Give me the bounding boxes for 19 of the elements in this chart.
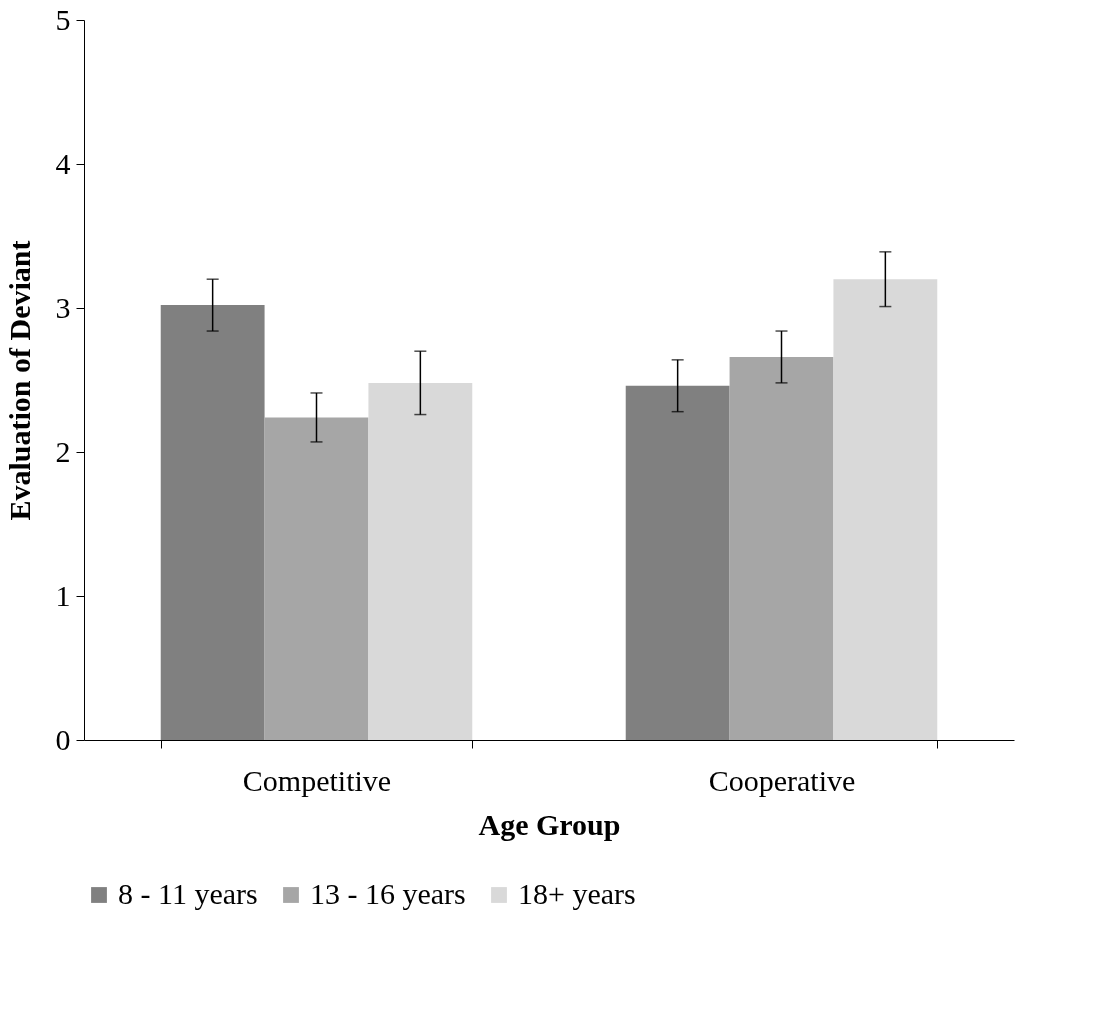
y-tick-label: 4 <box>55 146 71 180</box>
x-axis-title: Age Group <box>478 807 621 841</box>
bar <box>368 382 473 740</box>
bar <box>160 305 265 740</box>
y-tick-label: 1 <box>55 578 71 612</box>
y-axis-title: Evaluation of Deviant <box>2 240 36 521</box>
legend-label: 8 - 11 years <box>118 877 258 910</box>
y-tick-label: 2 <box>55 434 71 468</box>
bar <box>833 279 938 740</box>
legend-label: 13 - 16 years <box>310 877 466 910</box>
legend-label: 18+ years <box>518 877 636 910</box>
y-tick-label: 3 <box>55 290 71 324</box>
bar <box>625 385 730 740</box>
y-tick-label: 5 <box>55 2 71 36</box>
x-tick-label: Cooperative <box>708 763 856 797</box>
y-tick-label: 0 <box>55 722 71 756</box>
bar <box>264 417 369 740</box>
x-tick-label: Competitive <box>242 763 392 797</box>
bar <box>729 356 834 740</box>
